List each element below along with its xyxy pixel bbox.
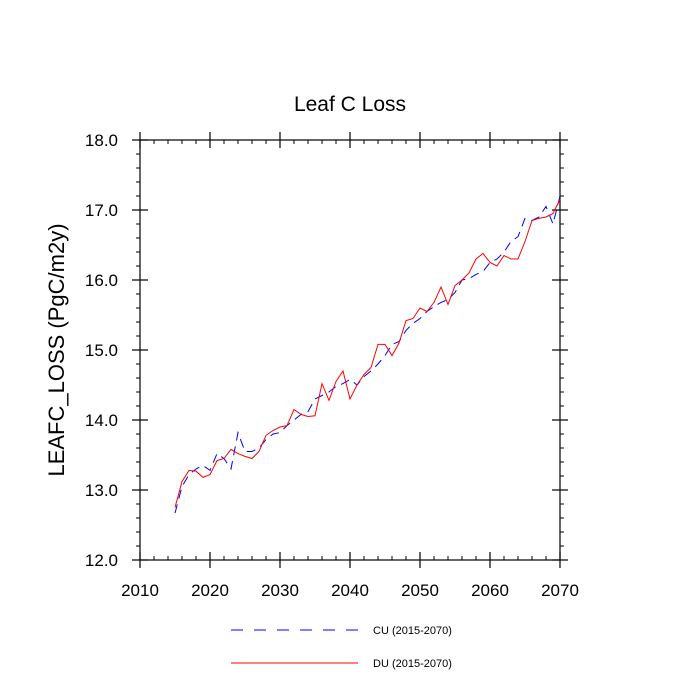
y-axis-label: LEAFC_LOSS (PgC/m2y)	[44, 223, 69, 476]
x-tick-label: 2060	[471, 581, 509, 600]
y-tick-label: 15.0	[85, 341, 118, 360]
x-tick-labels: 2010 2020 2030 2040 2050 2060 2070	[121, 581, 579, 600]
y-tick-label: 12.0	[85, 551, 118, 570]
y-tick-label: 14.0	[85, 411, 118, 430]
legend: CU (2015-2070) DU (2015-2070)	[231, 625, 452, 670]
legend-label-du: DU (2015-2070)	[373, 658, 452, 670]
chart-title: Leaf C Loss	[294, 93, 406, 116]
x-tick-label: 2020	[191, 581, 229, 600]
x-tick-label: 2010	[121, 581, 159, 600]
x-tick-label: 2030	[261, 581, 299, 600]
series-line-cu	[174, 195, 561, 514]
plot-frame	[139, 139, 561, 561]
major-ticks	[132, 132, 568, 568]
y-tick-label: 17.0	[85, 201, 118, 220]
y-tick-labels: 12.0 13.0 14.0 15.0 16.0 17.0 18.0	[85, 131, 118, 570]
x-tick-label: 2050	[401, 581, 439, 600]
x-tick-label: 2070	[541, 581, 579, 600]
y-tick-label: 18.0	[85, 131, 118, 150]
x-tick-label: 2040	[331, 581, 369, 600]
minor-ticks	[136, 139, 564, 561]
y-tick-label: 16.0	[85, 271, 118, 290]
legend-label-cu: CU (2015-2070)	[373, 625, 452, 637]
series-line-du	[174, 199, 561, 508]
y-tick-label: 13.0	[85, 481, 118, 500]
